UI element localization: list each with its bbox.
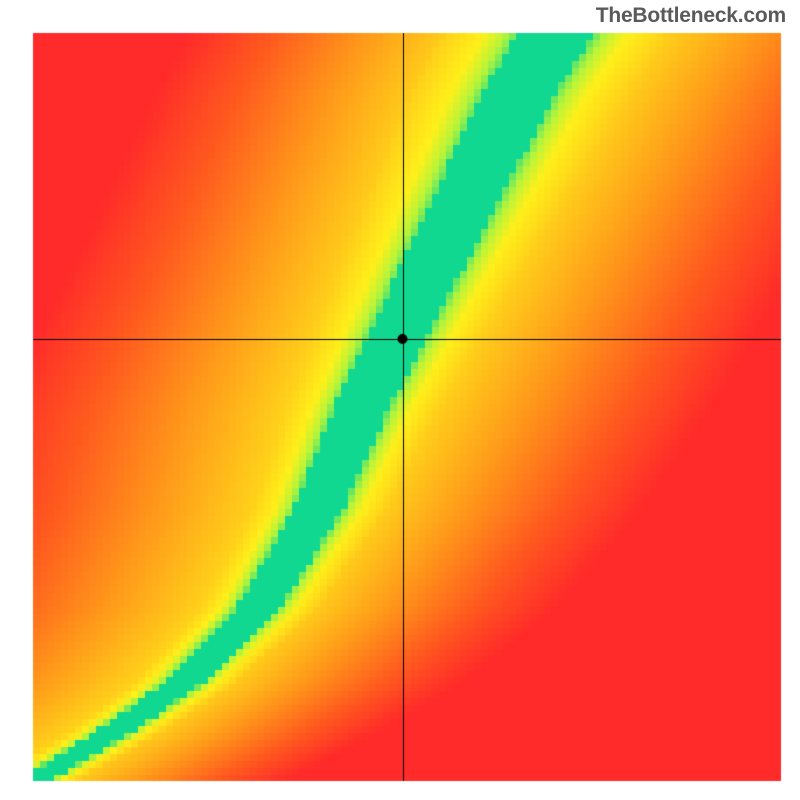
bottleneck-heatmap bbox=[0, 0, 800, 800]
chart-container: TheBottleneck.com bbox=[0, 0, 800, 800]
watermark-text: TheBottleneck.com bbox=[596, 4, 786, 28]
